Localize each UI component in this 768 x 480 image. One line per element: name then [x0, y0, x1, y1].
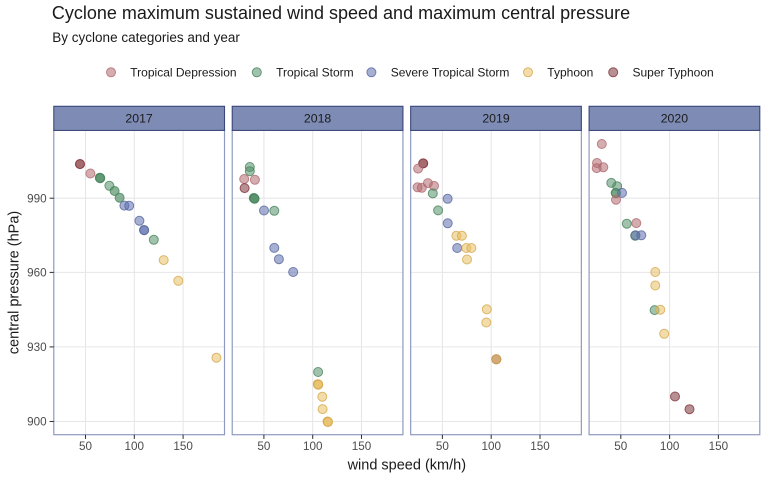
- svg-text:2020: 2020: [661, 111, 689, 125]
- svg-text:By cyclone categories and year: By cyclone categories and year: [52, 30, 240, 45]
- svg-text:Typhoon: Typhoon: [547, 66, 593, 80]
- svg-text:50: 50: [436, 440, 450, 453]
- svg-text:100: 100: [303, 440, 323, 453]
- svg-text:960: 960: [27, 267, 47, 280]
- svg-text:2019: 2019: [482, 111, 510, 125]
- svg-text:2017: 2017: [125, 111, 153, 125]
- svg-text:50: 50: [614, 440, 628, 453]
- svg-text:Super Typhoon: Super Typhoon: [633, 66, 714, 80]
- svg-text:Tropical Storm: Tropical Storm: [276, 66, 354, 80]
- svg-text:930: 930: [27, 341, 47, 354]
- svg-text:50: 50: [79, 440, 93, 453]
- svg-text:50: 50: [257, 440, 271, 453]
- svg-text:150: 150: [352, 440, 372, 453]
- svg-text:100: 100: [660, 440, 680, 453]
- svg-text:900: 900: [27, 416, 47, 429]
- svg-text:150: 150: [709, 440, 729, 453]
- svg-text:150: 150: [530, 440, 550, 453]
- svg-text:100: 100: [481, 440, 501, 453]
- svg-text:Severe Tropical Storm: Severe Tropical Storm: [391, 66, 510, 80]
- svg-text:central pressure (hPa): central pressure (hPa): [7, 211, 23, 354]
- svg-text:150: 150: [173, 440, 193, 453]
- svg-text:2018: 2018: [304, 111, 332, 125]
- svg-text:Cyclone maximum sustained wind: Cyclone maximum sustained wind speed and…: [52, 3, 630, 23]
- svg-text:990: 990: [27, 192, 47, 205]
- svg-text:Tropical Depression: Tropical Depression: [130, 66, 236, 80]
- svg-text:100: 100: [125, 440, 145, 453]
- svg-text:wind speed (km/h): wind speed (km/h): [347, 458, 466, 474]
